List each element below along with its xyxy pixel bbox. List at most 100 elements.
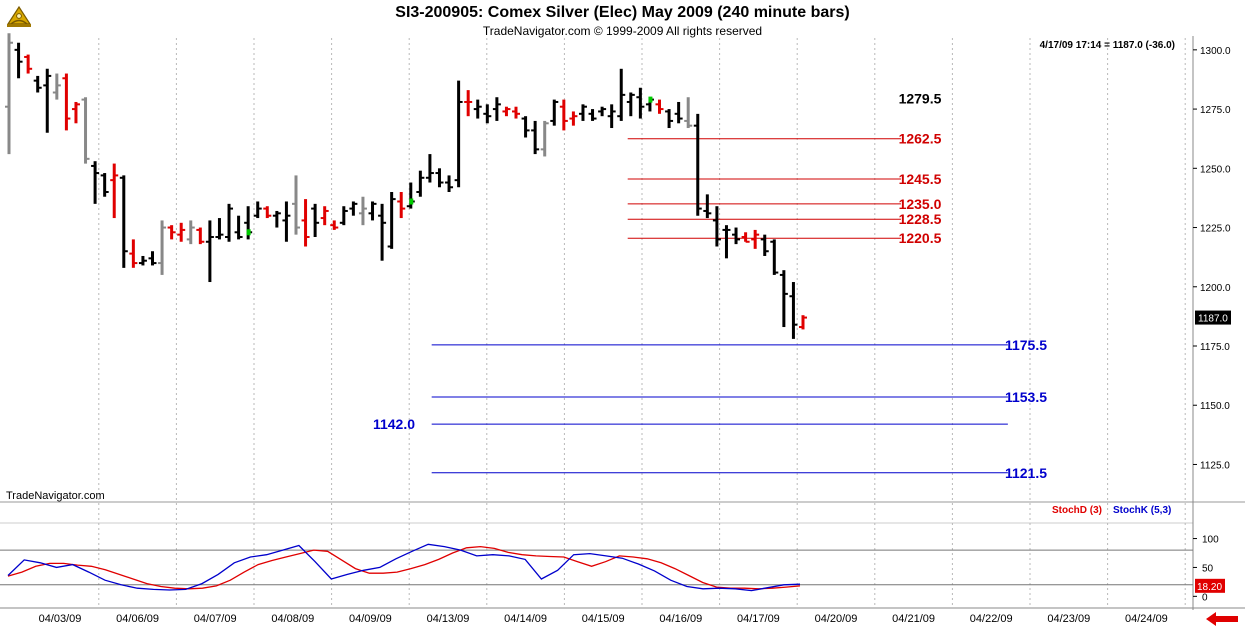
y-tick-label: 1150.0	[1200, 401, 1230, 412]
level-label: 1121.5	[1005, 465, 1047, 481]
ohlc-bar	[473, 99, 482, 119]
ohlc-bar	[693, 113, 702, 216]
ohlc-bar	[799, 315, 807, 330]
ohlc-bar	[263, 206, 272, 219]
y-tick-label: 1300.0	[1200, 46, 1231, 57]
watermark-text: TradeNavigator.com	[6, 490, 105, 502]
ohlc-bar	[24, 54, 33, 74]
ohlc-bar	[665, 109, 674, 129]
x-tick-label: 04/14/09	[504, 613, 547, 625]
bar-highlight-marker	[648, 96, 653, 103]
x-tick-label: 04/22/09	[970, 613, 1013, 625]
y-tick-label: 1250.0	[1200, 164, 1231, 175]
x-tick-label: 04/15/09	[582, 613, 625, 625]
ohlc-bar	[291, 175, 300, 235]
ohlc-bar	[626, 92, 635, 117]
level-label: 1228.5	[899, 211, 942, 227]
ohlc-bar	[272, 210, 281, 228]
chart-title: SI3-200905: Comex Silver (Elec) May 2009…	[395, 4, 850, 21]
ohlc-bar	[5, 33, 13, 155]
ohlc-bar	[129, 239, 138, 268]
ohlc-bar	[779, 270, 788, 328]
ohlc-bar	[43, 68, 52, 133]
ohlc-bar	[425, 154, 434, 183]
y-tick-label: 1200.0	[1200, 283, 1231, 294]
level-label: 1153.5	[1005, 389, 1047, 405]
ohlc-bar	[445, 175, 454, 192]
ohlc-bar	[751, 229, 760, 249]
ohlc-bar	[138, 255, 147, 266]
ohlc-bar	[205, 220, 214, 283]
ohlc-bar	[339, 206, 348, 226]
ohlc-bar	[320, 206, 329, 226]
level-label: 1142.0	[373, 416, 415, 432]
ohlc-bar	[62, 73, 71, 131]
stoch-last-box	[1195, 578, 1225, 593]
x-tick-label: 04/24/09	[1125, 613, 1168, 625]
ohlc-bar	[91, 161, 100, 204]
red-left-arrow-icon[interactable]	[1206, 612, 1238, 626]
last-price-label: 1187.0	[1198, 314, 1228, 325]
ohlc-bar	[531, 120, 540, 155]
ohlc-bar	[760, 234, 769, 256]
ohlc-bar	[100, 173, 109, 197]
ohlc-bar	[110, 163, 119, 219]
ohlc-bar	[177, 222, 186, 242]
ohlc-bar	[588, 109, 597, 121]
ohlc-bar	[349, 201, 358, 216]
x-tick-label: 04/13/09	[427, 613, 470, 625]
bar-highlight-marker	[246, 229, 251, 236]
bar-highlight-marker	[409, 198, 414, 205]
ohlc-bar	[712, 206, 721, 247]
stoch-last-label: 18.20	[1197, 582, 1222, 593]
level-label: 1220.5	[899, 230, 942, 246]
ohlc-bar	[215, 218, 224, 240]
x-tick-label: 04/06/09	[116, 613, 159, 625]
ohlc-bar	[464, 90, 473, 117]
x-tick-label: 04/16/09	[659, 613, 702, 625]
ohlc-bar	[674, 101, 683, 124]
ohlc-bar	[397, 192, 406, 219]
ohlc-bar	[52, 73, 61, 100]
ohlc-bar	[186, 220, 195, 245]
ohlc-bar	[617, 68, 626, 121]
y-tick-label: 100	[1202, 535, 1219, 546]
ohlc-bar	[770, 239, 779, 275]
ohlc-bar	[253, 201, 262, 219]
x-tick-label: 04/23/09	[1047, 613, 1090, 625]
ohlc-bar	[636, 87, 645, 119]
ohlc-bar	[406, 182, 415, 209]
x-tick-label: 04/08/09	[271, 613, 314, 625]
level-label: 1279.5	[899, 90, 942, 106]
ohlc-bar	[741, 232, 750, 243]
stoch-d-line	[7, 545, 801, 590]
ohlc-bar	[483, 104, 492, 124]
ohlc-bar	[416, 170, 425, 197]
ohlc-bar	[607, 104, 616, 129]
ohlc-bar	[301, 199, 310, 247]
stoch-k-line	[7, 543, 801, 592]
ohlc-bar	[167, 225, 176, 240]
ohlc-bar	[559, 99, 568, 131]
legend-stoch-k: StochK (5,3)	[1113, 505, 1171, 516]
ohlc-bar	[196, 227, 205, 245]
ohlc-bar	[722, 225, 731, 259]
ohlc-bar	[454, 80, 463, 188]
ohlc-bar	[148, 251, 157, 266]
ohlc-bar	[378, 203, 387, 261]
sextant-logo-icon[interactable]	[4, 4, 34, 28]
ohlc-bar	[311, 203, 320, 238]
ohlc-bar	[33, 75, 42, 93]
ohlc-bar	[732, 227, 741, 245]
level-label: 1235.0	[899, 196, 942, 212]
y-tick-label: 1225.0	[1200, 224, 1231, 235]
ohlc-bar	[521, 116, 530, 138]
ohlc-bar	[282, 201, 291, 242]
ohlc-bar	[598, 106, 607, 117]
ohlc-bar	[71, 101, 80, 124]
ohlc-bar	[789, 282, 798, 339]
last-price-box	[1195, 310, 1231, 325]
ohlc-bar	[119, 175, 128, 268]
